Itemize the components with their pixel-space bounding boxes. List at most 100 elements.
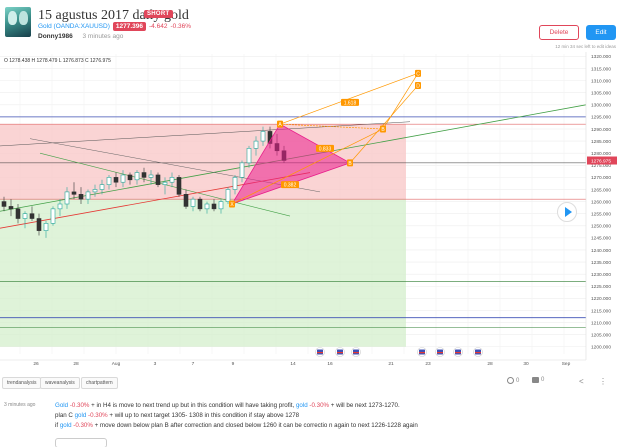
candle-body — [211, 203, 217, 210]
time-tick-label: 23 — [425, 361, 431, 367]
price-tick-label: 1290.000 — [591, 127, 611, 133]
time-tick-label: 26 — [33, 361, 39, 367]
fib-ratio-label: 0.382 — [284, 183, 297, 189]
like-icon — [507, 377, 514, 384]
tag-waveanalysis[interactable]: waveanalysis — [40, 377, 80, 389]
candle-body — [1, 201, 7, 207]
pattern-point-label: D — [416, 83, 420, 89]
time-tick-label: Aug — [112, 361, 121, 367]
share-button[interactable]: < — [579, 377, 584, 386]
candle-body — [99, 184, 105, 190]
likes-stat[interactable]: 0 — [507, 377, 519, 384]
fib-ratio-label: 1.618 — [344, 100, 357, 106]
candle-body — [218, 201, 224, 210]
comment-line-3: if gold -0.30% + move down below plan B … — [55, 422, 418, 429]
current-price-label: 1276.975 — [591, 159, 611, 165]
edit-button[interactable]: Edit — [586, 25, 616, 40]
play-replay-button[interactable] — [557, 202, 577, 222]
pattern-point-label: A — [278, 122, 282, 128]
pattern-point-marker — [347, 159, 353, 167]
candle-body — [155, 174, 161, 185]
price-change-percent: -0.36% — [170, 23, 192, 30]
comment-line-2: plan C gold -0.30% + will up to next tar… — [55, 412, 299, 419]
candles — [1, 126, 287, 238]
candle-body — [141, 172, 147, 178]
comment-text: plan C — [55, 412, 75, 419]
time-tick-label: 16 — [327, 361, 333, 367]
avatar[interactable] — [5, 7, 31, 37]
time-tick-label: 28 — [73, 361, 79, 367]
comment-text: + will up to next target 1305- 1308 in t… — [107, 412, 300, 419]
price-tick-label: 1265.000 — [591, 187, 611, 193]
pattern-triangle — [232, 124, 350, 204]
price-tick-label: 1215.000 — [591, 308, 611, 314]
fib-ratio-label: 0.833 — [319, 146, 332, 152]
event-flag-icon[interactable] — [351, 347, 361, 357]
gold-link[interactable]: gold — [295, 402, 308, 409]
symbol-row: Gold (OANDA:XAUUSD) 1277.396 -4.642 -0.3… — [38, 22, 191, 31]
gold-change: -0.30% — [73, 422, 93, 429]
candle-body — [22, 213, 28, 219]
tag-chartpattern[interactable]: chartpattern — [81, 377, 118, 389]
fib-line — [279, 73, 419, 125]
price-tick-label: 1280.000 — [591, 151, 611, 157]
pattern-point-label: B — [381, 127, 385, 133]
pattern-point-label: X — [230, 202, 234, 208]
username-link[interactable]: Donny1986 — [38, 33, 73, 40]
price-tick-label: 1210.000 — [591, 320, 611, 326]
candle-body — [197, 198, 203, 210]
price-tick-label: 1235.000 — [591, 260, 611, 266]
time-tick-label: 7 — [192, 361, 195, 367]
fib-ratio-badge — [316, 144, 334, 152]
time-tick-label: 9 — [232, 361, 235, 367]
tag-trendanalysis[interactable]: trendanalysis — [2, 377, 42, 389]
flag-stripe — [353, 352, 359, 354]
event-flag-icon[interactable] — [335, 347, 345, 357]
candle-body — [92, 189, 98, 193]
current-price-tag — [587, 156, 617, 165]
chart-area[interactable]: O 1278.438 H 1278.479 L 1276.873 C 1276.… — [0, 52, 625, 367]
candle-body — [162, 181, 168, 185]
buy-zone — [0, 199, 406, 347]
gold-link[interactable]: Gold — [55, 402, 69, 409]
delete-button[interactable]: Delete — [539, 25, 579, 40]
price-tick-label: 1305.000 — [591, 91, 611, 97]
gold-change: -0.30% — [88, 412, 108, 419]
candle-body — [246, 148, 252, 164]
comments-stat[interactable]: 0 — [532, 377, 544, 383]
reply-input[interactable] — [55, 438, 107, 447]
candle-body — [134, 172, 140, 181]
pattern-point-marker — [229, 200, 235, 208]
time-tick-label: 30 — [523, 361, 529, 367]
candle-body — [78, 194, 84, 200]
symbol-link[interactable]: Gold (OANDA:XAUUSD) — [38, 23, 110, 30]
price-tick-label: 1275.000 — [591, 163, 611, 169]
gold-link[interactable]: gold — [74, 412, 87, 419]
zones — [0, 124, 406, 347]
candle-body — [43, 223, 49, 231]
price-badge: 1277.396 — [112, 22, 146, 31]
fib-line — [349, 85, 419, 164]
candle-body — [127, 174, 133, 181]
time-tick-label: 21 — [388, 361, 394, 367]
event-flag-icon[interactable] — [435, 347, 445, 357]
price-tick-label: 1230.000 — [591, 272, 611, 278]
price-tick-label: 1260.000 — [591, 199, 611, 205]
price-change: -4.642 — [149, 23, 168, 30]
edit-time-note: 12 min 34 sec left to edit ideas — [555, 44, 616, 49]
price-tick-label: 1270.000 — [591, 175, 611, 181]
pattern-point-label: C — [416, 71, 420, 77]
more-button[interactable]: ⋮ — [599, 377, 607, 386]
event-flag-icon[interactable] — [453, 347, 463, 357]
flag-stripe — [475, 352, 481, 354]
gold-link[interactable]: gold — [59, 422, 72, 429]
event-flag-icon[interactable] — [473, 347, 483, 357]
price-tick-label: 1225.000 — [591, 284, 611, 290]
time-tick-label: 14 — [290, 361, 296, 367]
event-flag-icon[interactable] — [315, 347, 325, 357]
event-flag-icon[interactable] — [417, 347, 427, 357]
candle-body — [29, 213, 35, 219]
candle-body — [50, 208, 56, 224]
harmonic-pattern: A X B CD B 0.382 1.618 0.833 — [229, 69, 421, 208]
